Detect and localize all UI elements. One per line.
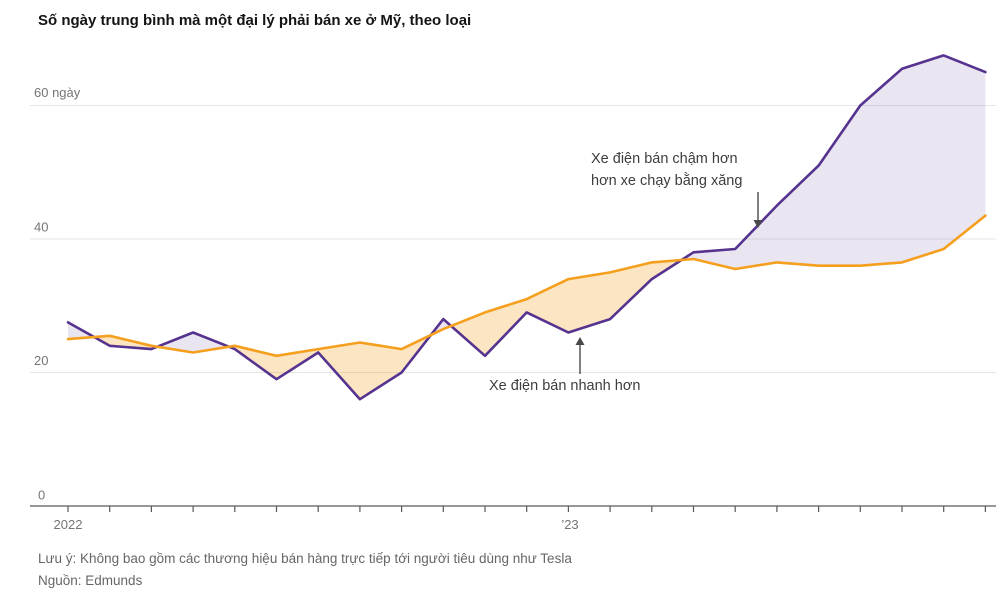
annotation-ev-faster: Xe điện bán nhanh hơn [489,337,640,394]
x-axis-label-2022: 2022 [54,517,83,532]
chart-note: Lưu ý: Không bao gồm các thương hiệu bán… [38,551,572,566]
series-lines [66,54,987,401]
annotation-ev-slower-line1: Xe điện bán chậm hơn [591,151,738,167]
series-line-gas [66,214,987,358]
gridlines [30,105,996,373]
arrow-up-icon [575,337,585,374]
x-axis-label-23: ’23 [561,517,578,532]
y-axis-label-0: 0 [38,488,45,503]
y-axis-label-40: 40 [34,220,48,235]
y-axis-label-60: 60 ngày [34,85,81,100]
annotation-ev-faster-label: Xe điện bán nhanh hơn [489,378,640,394]
fill-ev-above-region [681,55,986,270]
series-line-ev [66,54,987,401]
chart-footer: Lưu ý: Không bao gồm các thương hiệu bán… [38,548,572,591]
y-axis-labels: 60 ngày 40 20 0 [34,85,81,503]
annotation-ev-slower: Xe điện bán chậm hơn hơn xe chạy bằng xă… [591,151,763,228]
chart-source: Nguồn: Edmunds [38,572,143,588]
annotation-ev-slower-line2: hơn xe chạy bằng xăng [591,172,742,189]
area-fills [68,55,986,400]
arrow-down-icon [753,192,763,228]
fill-ev-below-region [451,260,682,356]
x-axis-labels: 2022 ’23 [54,517,579,532]
fill-ev-above-region [157,332,229,353]
chart-title: Số ngày trung bình mà một đại lý phải bá… [38,12,472,29]
y-axis-label-20: 20 [34,353,48,368]
fill-ev-below-region [228,335,431,400]
x-axis [30,505,996,512]
